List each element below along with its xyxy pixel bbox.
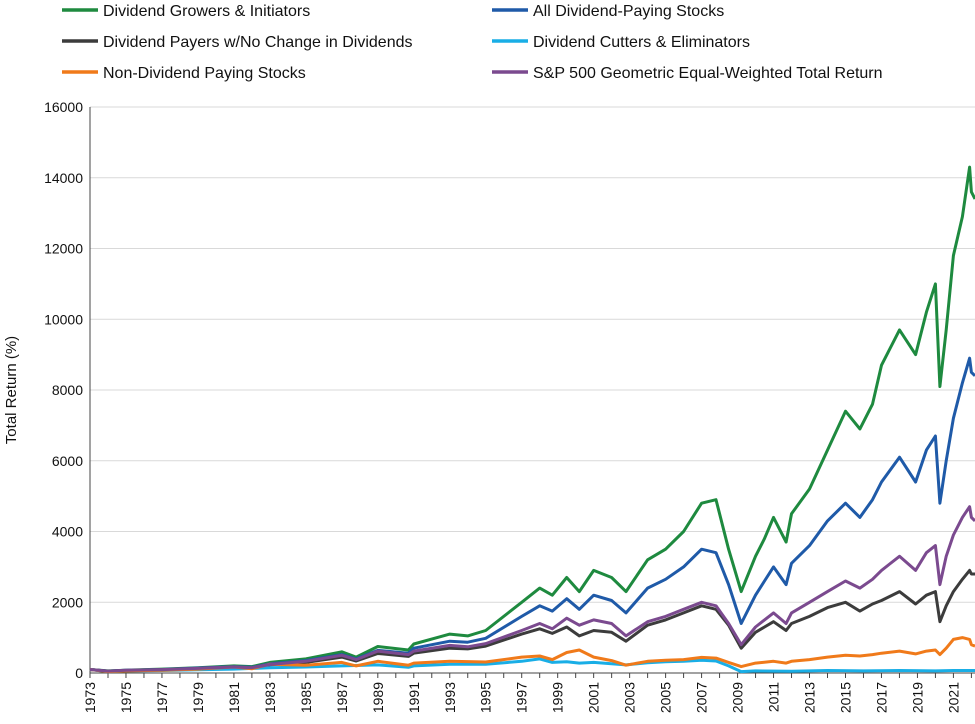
series-line bbox=[89, 657, 975, 674]
x-tick-label: 1979 bbox=[190, 682, 206, 713]
legend-label: All Dividend-Paying Stocks bbox=[533, 3, 724, 20]
x-tick-label: 2019 bbox=[909, 682, 925, 713]
legend-label: Dividend Growers & Initiators bbox=[103, 3, 310, 20]
x-tick-label: 1987 bbox=[334, 682, 350, 713]
x-tick-label: 2007 bbox=[694, 682, 710, 713]
gridlines bbox=[90, 106, 975, 603]
y-tick-label: 6000 bbox=[52, 453, 83, 469]
x-tick-label: 2017 bbox=[873, 682, 889, 713]
y-tick-label: 12000 bbox=[44, 241, 83, 257]
y-tick-label: 14000 bbox=[44, 170, 83, 186]
x-tick-label: 2003 bbox=[622, 682, 638, 713]
x-tick-label: 1989 bbox=[370, 682, 386, 713]
x-tick-label: 1983 bbox=[262, 682, 278, 713]
x-tick-label: 2013 bbox=[802, 682, 818, 713]
y-tick-label: 0 bbox=[75, 665, 83, 681]
series-line bbox=[89, 568, 975, 673]
axes: 0 2000 4000 6000 8000 10000 12000 14000 16000 197… bbox=[44, 99, 975, 713]
y-tick-label: 4000 bbox=[52, 524, 83, 540]
x-tick-label: 1997 bbox=[514, 682, 530, 713]
x-tick-label: 1991 bbox=[406, 682, 422, 713]
legend: Dividend Growers & Initiators All Dividen… bbox=[62, 3, 883, 82]
series-line bbox=[89, 165, 975, 673]
x-tick-label: 1993 bbox=[442, 682, 458, 713]
x-tick-label: 1995 bbox=[478, 682, 494, 713]
y-tick-label: 8000 bbox=[52, 382, 83, 398]
y-axis-label: Total Return (%) bbox=[3, 336, 20, 444]
x-tick-label: 1977 bbox=[154, 682, 170, 713]
legend-label: Dividend Cutters & Eliminators bbox=[533, 34, 750, 51]
y-tick-label: 16000 bbox=[44, 99, 83, 115]
x-tick-label: 2009 bbox=[730, 682, 746, 713]
x-tick-label: 1981 bbox=[226, 682, 242, 713]
series-line bbox=[89, 356, 975, 673]
x-tick-label: 2015 bbox=[837, 682, 853, 713]
legend-label: S&P 500 Geometric Equal-Weighted Total R… bbox=[533, 65, 883, 82]
x-tick-label: 1999 bbox=[550, 682, 566, 713]
x-tick-label: 1985 bbox=[298, 682, 314, 713]
series-line bbox=[89, 636, 975, 674]
legend-label: Dividend Payers w/No Change in Dividends bbox=[103, 34, 413, 51]
x-tick-label: 2021 bbox=[945, 682, 961, 713]
legend-label: Non-Dividend Paying Stocks bbox=[103, 65, 306, 82]
y-tick-label: 2000 bbox=[52, 594, 83, 610]
x-tick-label: 2001 bbox=[586, 682, 602, 713]
x-tick-label: 2005 bbox=[658, 682, 674, 713]
series-line bbox=[89, 505, 975, 673]
x-tick-label: 1973 bbox=[82, 682, 98, 713]
series-group bbox=[89, 165, 975, 674]
x-tick-label: 1975 bbox=[118, 682, 134, 713]
x-tick-label: 2011 bbox=[766, 682, 782, 712]
y-tick-label: 10000 bbox=[44, 311, 83, 327]
